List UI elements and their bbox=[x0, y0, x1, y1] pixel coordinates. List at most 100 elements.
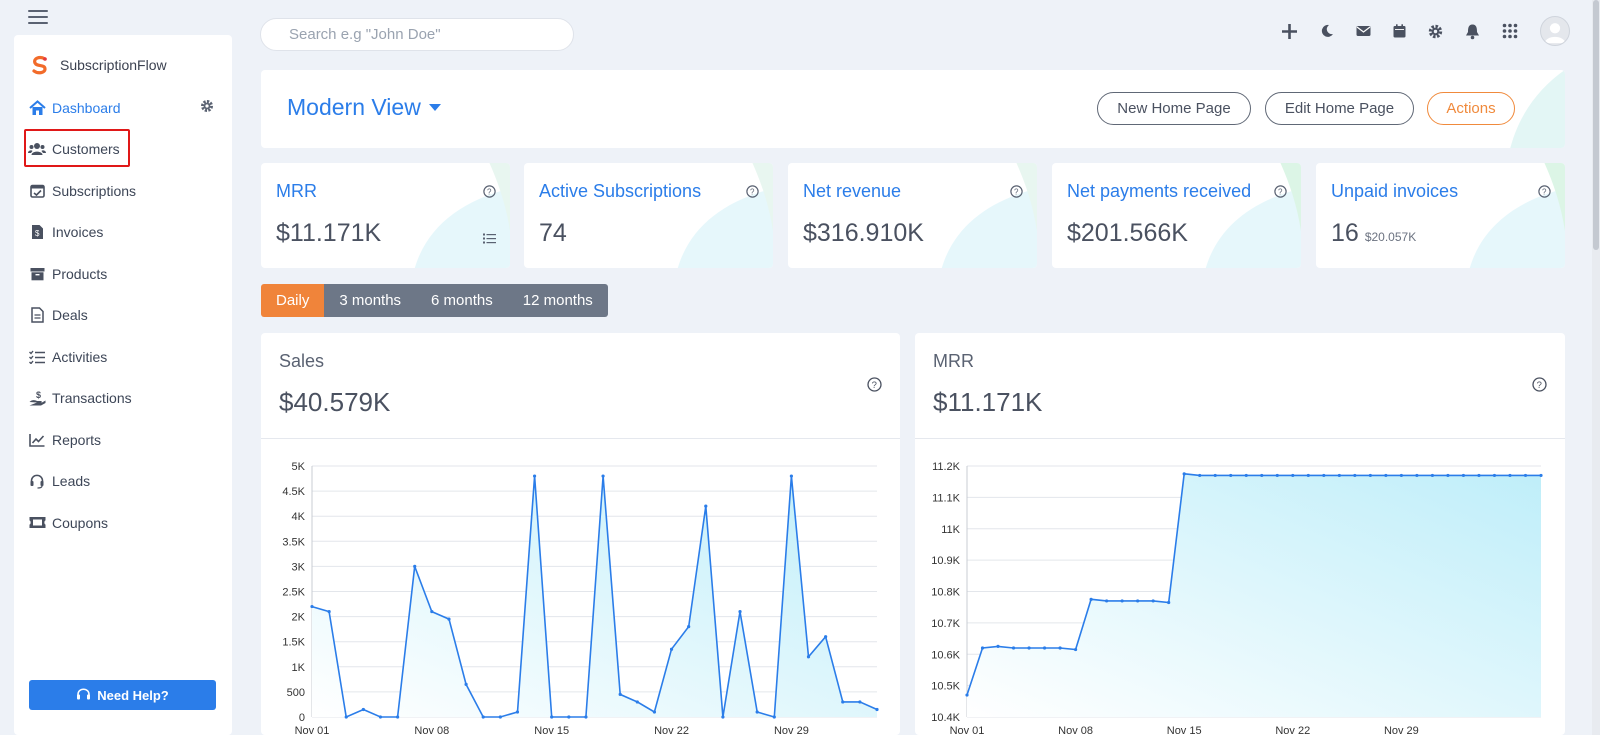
stat-label: MRR bbox=[276, 181, 317, 201]
new-home-page-button[interactable]: New Home Page bbox=[1097, 92, 1251, 125]
y-tick-label: 3.5K bbox=[282, 536, 305, 548]
y-tick-label: 10.7K bbox=[931, 618, 960, 630]
y-tick-label: 10.5K bbox=[931, 681, 960, 693]
sidebar-item-deals[interactable]: Deals bbox=[14, 295, 232, 337]
list-icon[interactable] bbox=[483, 231, 496, 249]
svg-text:?: ? bbox=[872, 380, 877, 391]
data-point bbox=[515, 710, 520, 714]
search-input[interactable] bbox=[261, 19, 573, 50]
divider bbox=[261, 438, 900, 439]
svg-text:?: ? bbox=[487, 188, 492, 197]
plus-icon[interactable] bbox=[1281, 23, 1298, 40]
apps-grid-icon[interactable] bbox=[1502, 23, 1518, 39]
y-tick-label: 10.9K bbox=[931, 555, 960, 567]
menu-toggle-icon[interactable] bbox=[28, 10, 48, 24]
data-point bbox=[721, 715, 725, 719]
search-bar[interactable] bbox=[260, 18, 574, 51]
data-point bbox=[1120, 599, 1124, 603]
actions-button[interactable]: Actions bbox=[1427, 92, 1515, 125]
tab-12-months[interactable]: 12 months bbox=[507, 284, 608, 317]
data-point bbox=[806, 655, 811, 659]
data-point bbox=[858, 700, 862, 704]
data-point bbox=[584, 715, 588, 719]
stat-card-active-subscriptions[interactable]: Active Subscriptions 74 ? bbox=[524, 163, 773, 268]
chart-title: Sales bbox=[279, 351, 325, 371]
help-circle-icon[interactable]: ? bbox=[1538, 185, 1551, 203]
sidebar-item-customers[interactable]: Customers bbox=[14, 128, 232, 171]
data-point bbox=[1229, 473, 1233, 478]
data-point bbox=[1368, 473, 1372, 478]
calendar-check-icon bbox=[28, 182, 46, 200]
hand-coin-icon: $ bbox=[28, 389, 46, 407]
data-point bbox=[601, 474, 605, 478]
calendar-icon[interactable] bbox=[1393, 24, 1406, 38]
bell-icon[interactable] bbox=[1465, 23, 1480, 40]
sidebar-item-label: Products bbox=[52, 265, 108, 282]
sidebar-item-invoices[interactable]: $ Invoices bbox=[14, 212, 232, 254]
data-point bbox=[464, 682, 468, 686]
data-point bbox=[310, 604, 314, 609]
data-point bbox=[1306, 473, 1310, 478]
sidebar-item-transactions[interactable]: $ Transactions bbox=[14, 378, 232, 420]
chart-headline-value: $40.579K bbox=[279, 387, 391, 417]
y-tick-label: 3K bbox=[292, 561, 306, 573]
user-icon bbox=[1544, 23, 1566, 44]
sidebar-item-reports[interactable]: Reports bbox=[14, 419, 232, 461]
y-tick-label: 0 bbox=[299, 712, 305, 724]
dashboard-header: Modern View New Home Page Edit Home Page… bbox=[261, 70, 1565, 148]
help-circle-icon[interactable]: ? bbox=[746, 185, 759, 203]
help-circle-icon[interactable]: ? bbox=[483, 185, 496, 203]
help-circle-icon[interactable]: ? bbox=[1274, 185, 1287, 203]
data-point bbox=[430, 609, 434, 614]
sidebar-item-leads[interactable]: Leads bbox=[14, 461, 232, 503]
stat-card-unpaid-invoices[interactable]: Unpaid invoices 16 $20.057K ? bbox=[1316, 163, 1565, 268]
scrollbar-thumb[interactable] bbox=[1593, 0, 1599, 250]
data-point bbox=[1058, 646, 1062, 650]
data-point bbox=[413, 564, 417, 568]
stat-card-mrr[interactable]: MRR $11.171K ? bbox=[261, 163, 510, 268]
x-tick-label: Nov 15 bbox=[534, 725, 569, 735]
caret-down-icon bbox=[428, 103, 441, 111]
data-point bbox=[1446, 473, 1450, 478]
sidebar-item-subscriptions[interactable]: Subscriptions bbox=[14, 170, 232, 212]
svg-text:?: ? bbox=[1542, 188, 1547, 197]
sidebar-item-products[interactable]: Products bbox=[14, 253, 232, 295]
sidebar-item-coupons[interactable]: Coupons bbox=[14, 502, 232, 544]
sidebar-item-dashboard[interactable]: Dashboard bbox=[14, 87, 232, 129]
x-tick-label: Nov 15 bbox=[1167, 725, 1202, 735]
avatar[interactable] bbox=[1540, 16, 1570, 46]
help-circle-icon[interactable]: ? bbox=[1010, 185, 1023, 203]
decorative-shape bbox=[941, 163, 1037, 268]
x-tick-label: Nov 08 bbox=[1058, 725, 1093, 735]
x-tick-label: Nov 08 bbox=[414, 725, 449, 735]
mail-icon[interactable] bbox=[1356, 25, 1371, 37]
data-point bbox=[1213, 473, 1217, 478]
need-help-button[interactable]: Need Help? bbox=[29, 680, 216, 710]
data-point bbox=[498, 715, 502, 719]
help-circle-icon[interactable]: ? bbox=[867, 377, 882, 397]
moon-icon[interactable] bbox=[1320, 24, 1334, 38]
x-tick-label: Nov 29 bbox=[1384, 725, 1419, 735]
scrollbar[interactable] bbox=[1592, 0, 1600, 735]
stat-card-net-revenue[interactable]: Net revenue $316.910K ? bbox=[788, 163, 1037, 268]
data-point bbox=[1430, 473, 1435, 478]
tab-6-months[interactable]: 6 months bbox=[416, 284, 508, 317]
stat-subvalue: $20.057K bbox=[1364, 230, 1417, 244]
brand[interactable]: SubscriptionFlow bbox=[30, 55, 167, 75]
stat-card-net-payments[interactable]: Net payments received $201.566K ? bbox=[1052, 163, 1301, 268]
data-point bbox=[652, 710, 657, 714]
x-tick-label: Nov 29 bbox=[774, 725, 809, 735]
help-circle-icon[interactable]: ? bbox=[1532, 377, 1547, 397]
data-point bbox=[755, 710, 759, 714]
view-selector[interactable]: Modern View bbox=[287, 94, 441, 121]
tab-daily[interactable]: Daily bbox=[261, 284, 325, 317]
gear-icon[interactable] bbox=[200, 99, 214, 116]
sidebar-item-activities[interactable]: Activities bbox=[14, 336, 232, 378]
data-point bbox=[1182, 472, 1186, 476]
data-point bbox=[567, 715, 571, 719]
edit-home-page-button[interactable]: Edit Home Page bbox=[1265, 92, 1414, 125]
headset-icon bbox=[77, 688, 91, 700]
data-point bbox=[1105, 599, 1109, 603]
gear-icon[interactable] bbox=[1428, 24, 1443, 39]
tab-3-months[interactable]: 3 months bbox=[324, 284, 417, 317]
